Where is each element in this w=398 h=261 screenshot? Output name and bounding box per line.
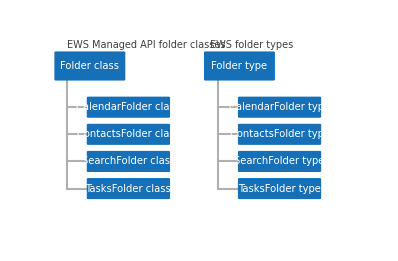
Text: ContactsFolder class: ContactsFolder class bbox=[77, 129, 180, 139]
Text: SearchFolder class: SearchFolder class bbox=[82, 156, 175, 167]
FancyBboxPatch shape bbox=[238, 151, 321, 172]
FancyBboxPatch shape bbox=[87, 178, 170, 199]
Text: ContactsFolder type: ContactsFolder type bbox=[230, 129, 330, 139]
FancyBboxPatch shape bbox=[87, 97, 170, 118]
FancyBboxPatch shape bbox=[238, 178, 321, 199]
FancyBboxPatch shape bbox=[238, 124, 321, 145]
Text: EWS Managed API folder classes: EWS Managed API folder classes bbox=[67, 40, 225, 50]
Text: Folder type: Folder type bbox=[211, 61, 267, 71]
FancyBboxPatch shape bbox=[238, 97, 321, 118]
FancyBboxPatch shape bbox=[87, 124, 170, 145]
FancyBboxPatch shape bbox=[204, 51, 275, 81]
Text: SearchFolder type: SearchFolder type bbox=[234, 156, 325, 167]
Text: TasksFolder class: TasksFolder class bbox=[86, 183, 171, 194]
Text: EWS folder types: EWS folder types bbox=[210, 40, 293, 50]
Text: CalendarFolder class: CalendarFolder class bbox=[76, 102, 180, 112]
Text: CalendarFolder type: CalendarFolder type bbox=[229, 102, 330, 112]
Text: TasksFolder type: TasksFolder type bbox=[238, 183, 321, 194]
FancyBboxPatch shape bbox=[55, 51, 125, 81]
Text: Folder class: Folder class bbox=[60, 61, 119, 71]
FancyBboxPatch shape bbox=[87, 151, 170, 172]
